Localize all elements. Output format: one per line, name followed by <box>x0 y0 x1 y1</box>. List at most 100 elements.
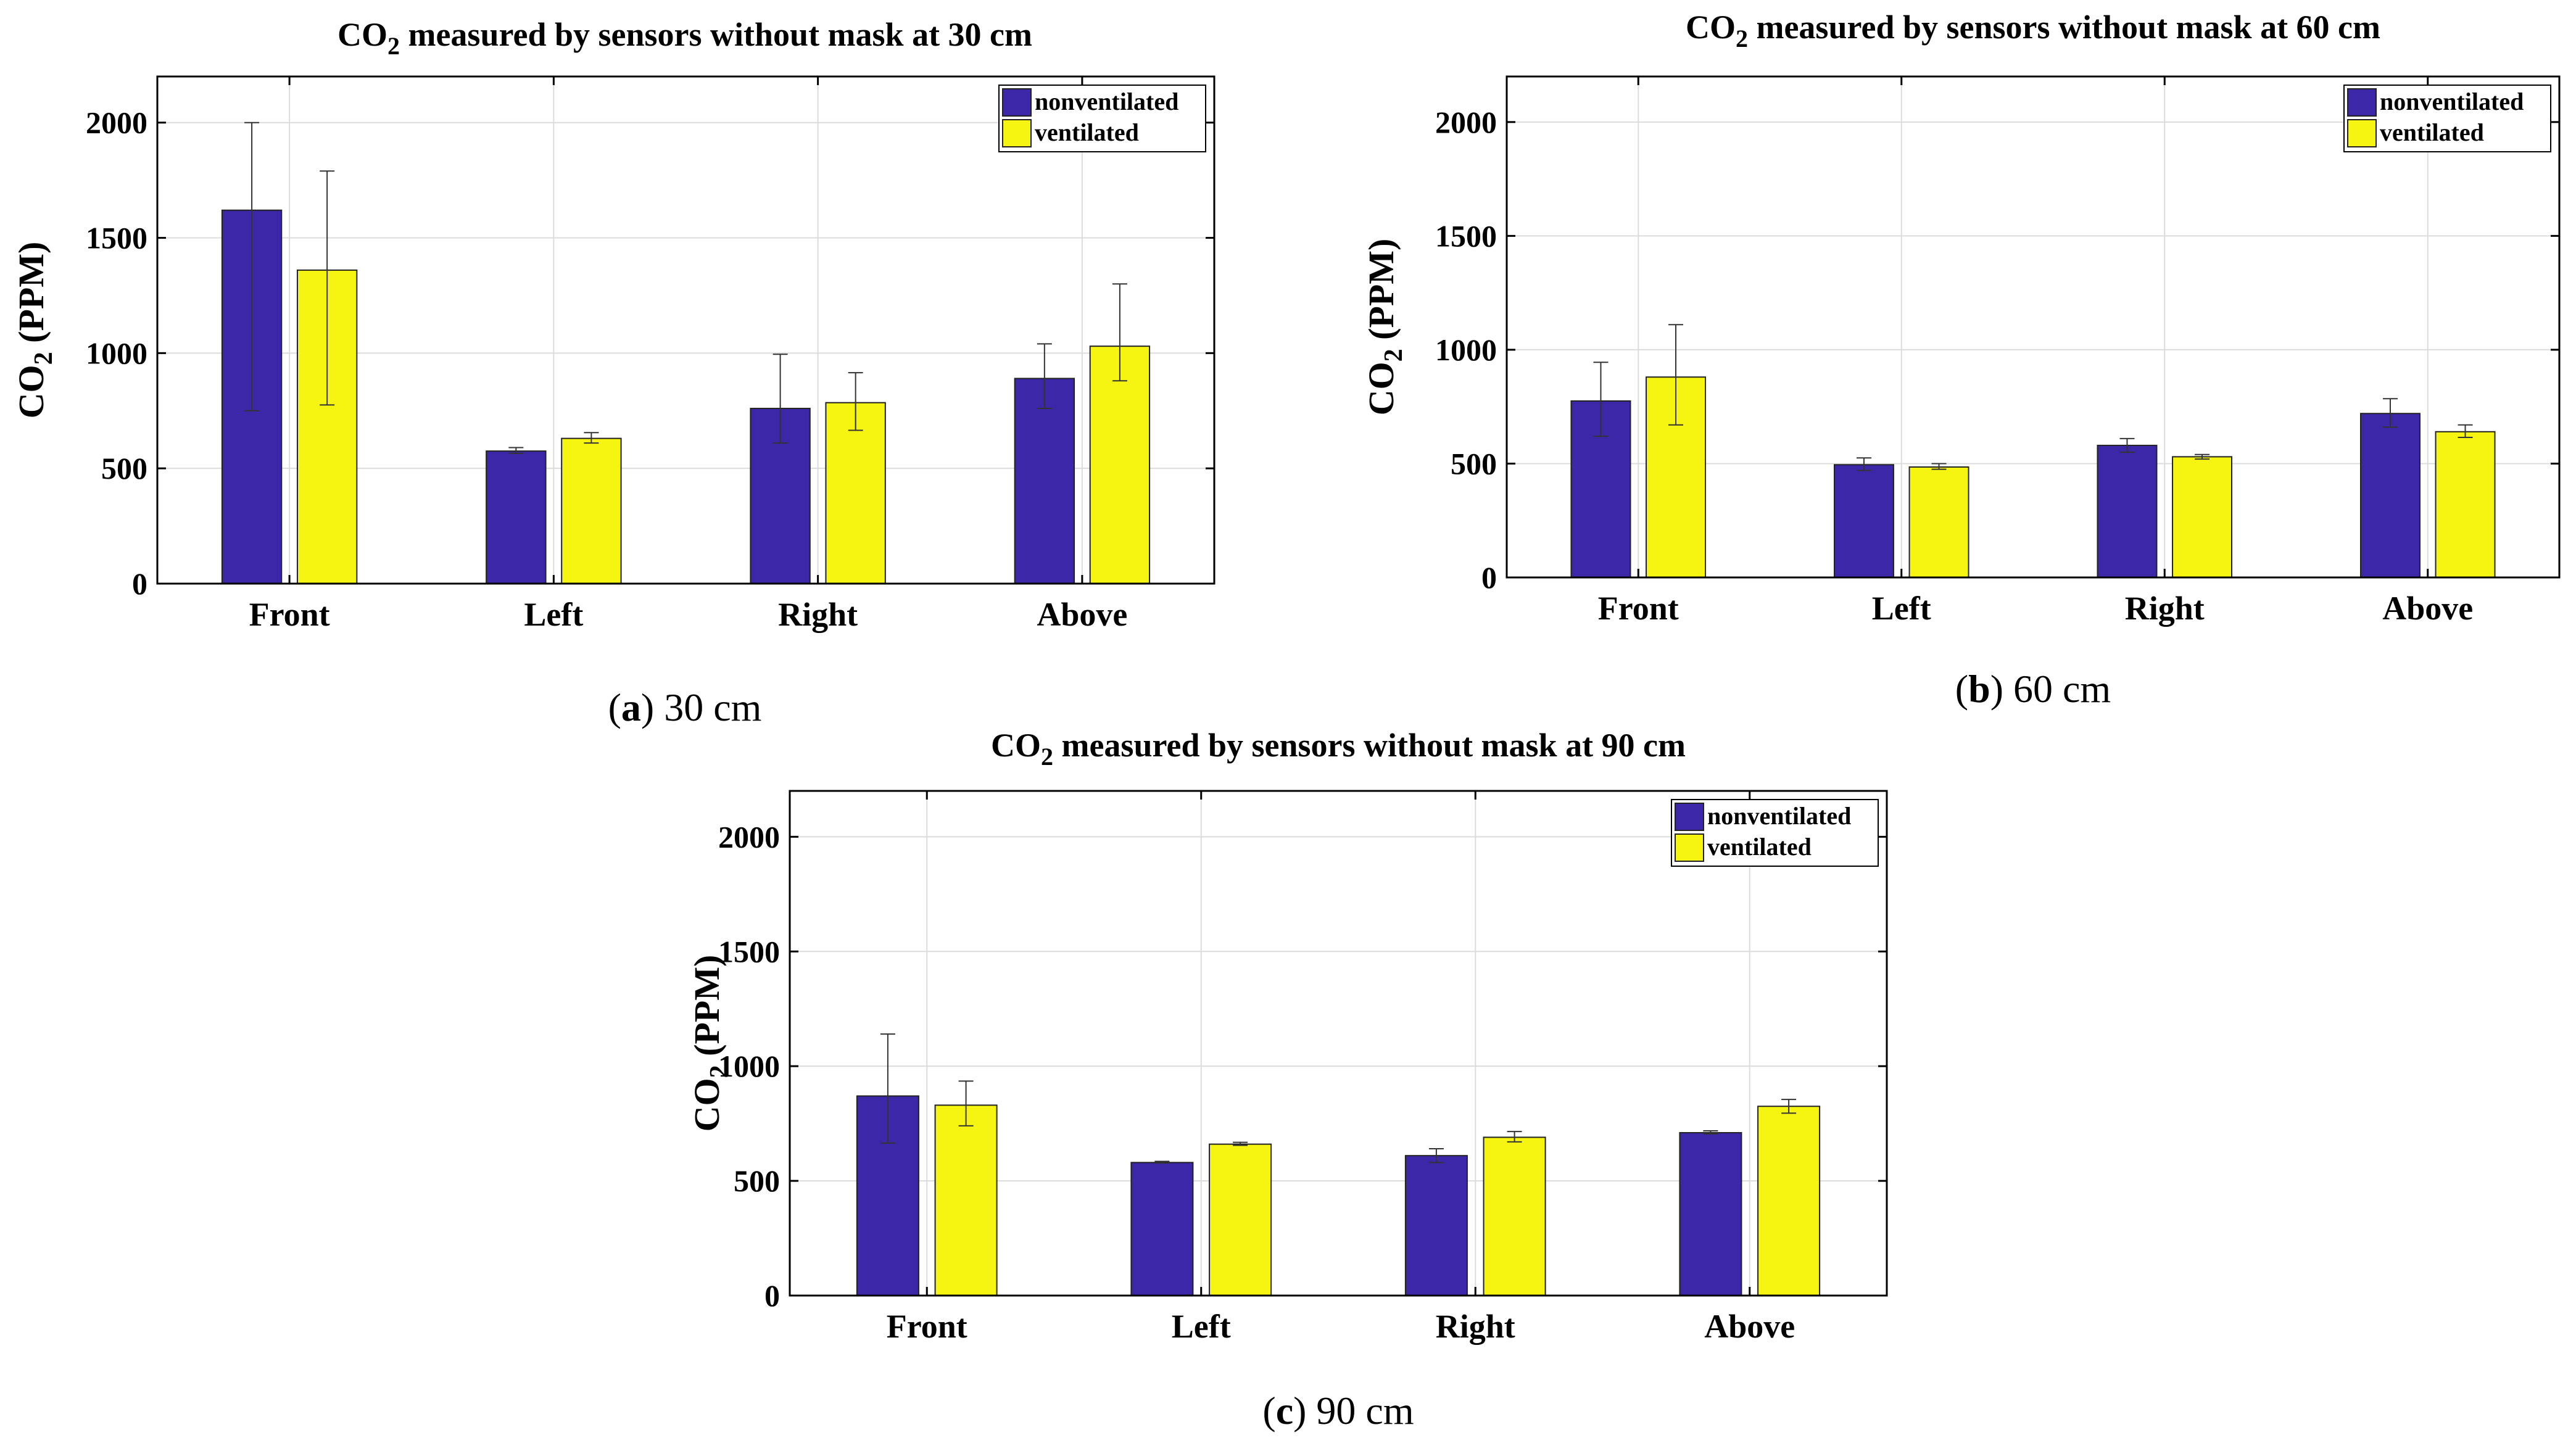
chart-panel-a: 0 500 1000 1500 2000 Front Left Right Above CO2 m… <box>11 16 1216 729</box>
bar-ventilated-above <box>1089 345 1151 584</box>
y-tick-label: 1500 <box>86 221 147 255</box>
y-tick-label: 0 <box>764 1278 780 1313</box>
bar-ventilated-left <box>1209 1143 1272 1296</box>
y-axis-label: CO2 (PPM) <box>1361 239 1408 416</box>
legend-swatch-nonventilated <box>1675 803 1704 831</box>
legend-box <box>1671 799 1879 867</box>
x-tick-label: Front <box>1598 590 1679 627</box>
legend-box <box>2343 85 2551 152</box>
y-tick-label: 500 <box>1451 446 1497 481</box>
x-tick-label: Front <box>249 596 330 633</box>
x-tick-label: Left <box>524 596 583 633</box>
error-bar-ventilated-left <box>1233 1141 1248 1146</box>
error-bar-ventilated-front <box>320 170 335 406</box>
axes-box <box>1505 75 2561 579</box>
error-bar-nonventilated-front <box>1593 362 1609 437</box>
x-tick-label: Left <box>1172 1308 1231 1345</box>
y-axis-label: CO2 (PPM) <box>11 242 58 419</box>
legend: nonventilated ventilated <box>998 85 1206 152</box>
x-tick-label: Right <box>2125 590 2205 627</box>
error-bar-ventilated-right <box>848 372 863 431</box>
legend-label-nonventilated: nonventilated <box>1707 802 1851 830</box>
y-tick-label: 2000 <box>86 105 147 140</box>
legend-label-ventilated: ventilated <box>1035 118 1139 146</box>
bar-ventilated-left <box>561 437 622 584</box>
error-bar-ventilated-above <box>1112 283 1127 382</box>
panel-caption: (c) 90 cm <box>1262 1389 1414 1433</box>
axes-box <box>789 790 1888 1297</box>
x-tick-label: Above <box>2382 590 2473 627</box>
bar-ventilated-above <box>1757 1106 1821 1296</box>
panel-caption: (b) 60 cm <box>1955 667 2111 711</box>
x-tick-label: Above <box>1037 596 1127 633</box>
legend-label-nonventilated: nonventilated <box>1035 88 1178 115</box>
legend: nonventilated ventilated <box>2343 85 2551 152</box>
axes-box <box>156 75 1216 585</box>
legend-label-nonventilated: nonventilated <box>2380 88 2524 115</box>
error-bar-ventilated-front <box>958 1080 974 1127</box>
error-bar-nonventilated-left <box>1856 457 1871 471</box>
chart-title: CO2 measured by sensors without mask at … <box>1686 9 2380 52</box>
y-tick-label: 0 <box>1481 560 1497 595</box>
x-tick-label: Left <box>1872 590 1931 627</box>
bar-ventilated-left <box>1908 466 1969 578</box>
legend-box <box>998 85 1206 152</box>
x-tick-label: Right <box>1436 1308 1515 1345</box>
bar-nonventilated-left <box>1130 1162 1194 1296</box>
y-axis-label: CO2 (PPM) <box>687 955 734 1132</box>
legend-swatch-nonventilated <box>1002 88 1032 117</box>
legend-swatch-nonventilated <box>2347 88 2377 117</box>
error-bar-nonventilated-front <box>244 122 260 411</box>
error-bar-nonventilated-front <box>880 1033 895 1144</box>
bar-nonventilated-left <box>1833 464 1894 578</box>
bar-ventilated-front <box>934 1104 998 1296</box>
bar-ventilated-right <box>2172 456 2233 579</box>
bar-nonventilated-above <box>1679 1132 1742 1296</box>
bar-ventilated-above <box>2435 431 2496 578</box>
error-bar-ventilated-front <box>1668 324 1684 426</box>
error-bar-ventilated-above <box>2458 424 2473 439</box>
error-bar-ventilated-right <box>1507 1131 1522 1143</box>
error-bar-ventilated-left <box>584 432 599 444</box>
chart-panel-c: 0 500 1000 1500 2000 Front Left Right Above CO2 m… <box>687 727 1888 1433</box>
x-tick-label: Front <box>887 1308 967 1345</box>
legend-swatch-ventilated <box>1002 119 1032 147</box>
panel-caption: (a) 30 cm <box>608 685 762 729</box>
y-tick-label: 2000 <box>1435 105 1497 139</box>
error-bar-nonventilated-right <box>2119 437 2135 453</box>
error-bar-nonventilated-above <box>2382 398 2398 428</box>
bar-nonventilated-above <box>2359 413 2421 578</box>
y-tick-label: 1000 <box>86 336 147 370</box>
error-bar-nonventilated-right <box>1428 1148 1444 1164</box>
chart-title: CO2 measured by sensors without mask at … <box>338 16 1032 60</box>
bar-nonventilated-above <box>1014 378 1075 584</box>
legend-label-ventilated: ventilated <box>2380 118 2484 146</box>
bar-ventilated-right <box>1483 1136 1546 1296</box>
y-tick-label: 1000 <box>1435 333 1497 367</box>
y-tick-label: 1500 <box>1435 218 1497 253</box>
legend: nonventilated ventilated <box>1671 799 1879 867</box>
chart-title: CO2 measured by sensors without mask at … <box>991 727 1686 771</box>
y-tick-label: 500 <box>734 1164 780 1198</box>
error-bar-nonventilated-left <box>508 447 524 454</box>
error-bar-nonventilated-above <box>1703 1130 1718 1135</box>
legend-swatch-ventilated <box>2347 119 2377 147</box>
x-tick-label: Right <box>778 596 858 633</box>
error-bar-nonventilated-left <box>1154 1160 1170 1164</box>
chart-panel-b: 0 500 1000 1500 2000 Front Left Right Above CO2 m… <box>1361 9 2561 711</box>
legend-swatch-ventilated <box>1675 833 1704 862</box>
bar-nonventilated-left <box>486 450 547 585</box>
error-bar-nonventilated-above <box>1037 343 1052 410</box>
x-tick-label: Above <box>1704 1308 1795 1345</box>
y-tick-label: 2000 <box>718 819 780 854</box>
legend-label-ventilated: ventilated <box>1707 833 1812 861</box>
y-tick-label: 0 <box>132 566 147 601</box>
bar-nonventilated-right <box>2097 444 2158 578</box>
error-bar-nonventilated-right <box>772 354 788 444</box>
y-tick-label: 500 <box>101 451 147 486</box>
y-tick-label: 1000 <box>718 1049 780 1083</box>
error-bar-ventilated-left <box>1931 463 1947 470</box>
y-tick-label: 1500 <box>718 934 780 969</box>
error-bar-ventilated-right <box>2195 453 2210 460</box>
